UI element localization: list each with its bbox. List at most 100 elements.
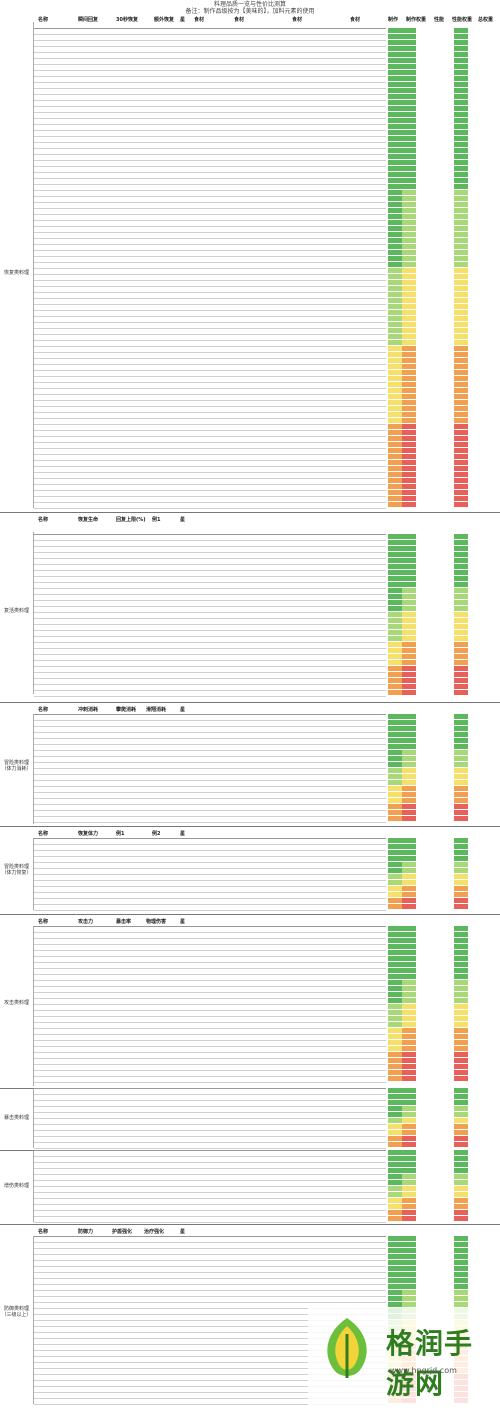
score-cell	[388, 1168, 402, 1173]
table-row	[34, 1181, 386, 1187]
col-defense: 防御力	[78, 1229, 94, 1235]
score-row	[388, 1162, 498, 1168]
score-cell	[416, 1136, 442, 1141]
score-cell	[402, 136, 416, 141]
score-cell	[468, 558, 498, 563]
score-cell	[388, 1100, 402, 1105]
table-row	[34, 1381, 386, 1387]
score-cell	[388, 52, 402, 57]
score-cell	[468, 136, 498, 141]
score-row	[388, 136, 498, 142]
score-cell	[402, 714, 416, 719]
table-row	[34, 1187, 386, 1193]
score-row	[388, 88, 498, 94]
score-cell	[454, 406, 468, 411]
score-cell	[388, 154, 402, 159]
score-cell	[468, 64, 498, 69]
score-row	[388, 454, 498, 460]
table-row	[34, 607, 386, 613]
score-cell	[402, 100, 416, 105]
score-cell	[454, 1010, 468, 1015]
score-cell	[402, 576, 416, 581]
score-cell	[442, 868, 454, 873]
score-row	[388, 340, 498, 346]
score-cell	[416, 346, 442, 351]
score-cell	[442, 358, 454, 363]
table-row	[34, 1393, 386, 1399]
score-cell	[388, 798, 402, 803]
score-cell	[388, 328, 402, 333]
score-cell	[402, 944, 416, 949]
score-cell	[442, 546, 454, 551]
score-cell	[468, 388, 498, 393]
score-row	[388, 82, 498, 88]
score-cell	[442, 998, 454, 1003]
score-cell	[454, 810, 468, 815]
score-cell	[468, 1192, 498, 1197]
score-cell	[442, 82, 454, 87]
score-cell	[468, 1150, 498, 1155]
score-cell	[442, 238, 454, 243]
score-cell	[468, 352, 498, 357]
score-cell	[388, 262, 402, 267]
score-cell	[454, 172, 468, 177]
score-cell	[402, 744, 416, 749]
score-cell	[442, 280, 454, 285]
score-row	[388, 576, 498, 582]
score-cell	[402, 938, 416, 943]
score-cell	[454, 738, 468, 743]
score-cell	[468, 756, 498, 761]
score-cell	[402, 1236, 416, 1241]
score-cell	[416, 874, 442, 879]
table-row	[34, 1151, 386, 1157]
score-cell	[442, 1198, 454, 1203]
table-row	[34, 299, 386, 305]
score-cell	[388, 1248, 402, 1253]
score-cell	[442, 148, 454, 153]
score-cell	[416, 220, 442, 225]
score-cell	[442, 1216, 454, 1221]
score-cell	[468, 172, 498, 177]
score-cell	[442, 780, 454, 785]
score-cell	[454, 460, 468, 465]
table-row	[34, 811, 386, 817]
score-cell	[416, 612, 442, 617]
score-cell	[454, 558, 468, 563]
score-cell	[416, 124, 442, 129]
score-cell	[388, 370, 402, 375]
score-row	[388, 1112, 498, 1118]
score-cell	[442, 136, 454, 141]
score-row	[388, 94, 498, 100]
score-row	[388, 466, 498, 472]
col-star: 星	[180, 831, 186, 837]
col-stamina: 恢复体力	[78, 831, 99, 837]
score-cell	[402, 166, 416, 171]
col-name: 名称	[38, 517, 49, 523]
score-cell	[388, 570, 402, 575]
score-cell	[388, 124, 402, 129]
score-cell	[402, 316, 416, 321]
score-row	[388, 496, 498, 502]
score-row	[388, 1168, 498, 1174]
score-cell	[388, 298, 402, 303]
score-cell	[402, 1150, 416, 1155]
score-cell	[402, 690, 416, 695]
score-cell	[402, 540, 416, 545]
score-cell	[442, 850, 454, 855]
score-cell	[468, 774, 498, 779]
score-cell	[468, 406, 498, 411]
score-cell	[454, 606, 468, 611]
score-row	[388, 880, 498, 886]
score-cell	[454, 106, 468, 111]
table-row	[34, 899, 386, 905]
score-cell	[454, 926, 468, 931]
score-row	[388, 1236, 498, 1242]
score-cell	[454, 136, 468, 141]
score-row	[388, 720, 498, 726]
table-row	[34, 999, 386, 1005]
score-row	[388, 886, 498, 892]
score-cell	[442, 1070, 454, 1075]
score-cell	[454, 220, 468, 225]
score-cell	[454, 178, 468, 183]
score-cell	[442, 322, 454, 327]
